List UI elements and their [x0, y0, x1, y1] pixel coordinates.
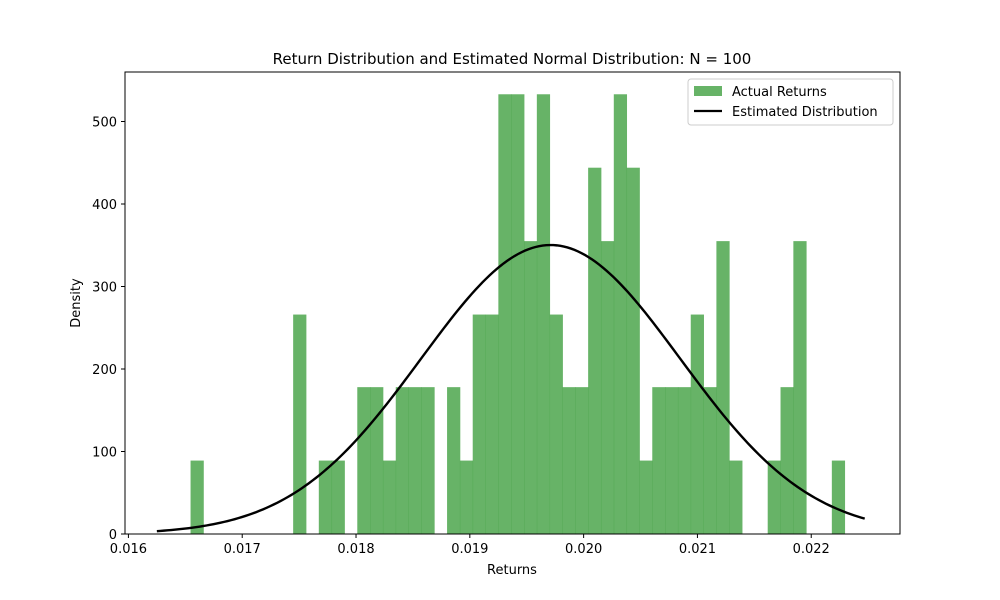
y-tick-label: 200	[92, 363, 117, 378]
histogram-bar	[780, 387, 794, 534]
chart-title: Return Distribution and Estimated Normal…	[273, 50, 752, 68]
histogram-bar	[716, 241, 730, 534]
histogram-bar	[626, 167, 640, 534]
histogram-bar	[703, 387, 717, 534]
y-axis: 0 100 200 300 400 500	[92, 116, 125, 543]
histogram-bar	[370, 387, 384, 534]
x-tick-label: 0.016	[110, 542, 147, 557]
x-tick-label: 0.018	[337, 542, 374, 557]
x-tick-label: 0.022	[793, 542, 830, 557]
histogram-bar	[690, 314, 704, 534]
histogram-bar	[293, 314, 307, 534]
y-tick-label: 500	[92, 116, 117, 131]
x-tick-label: 0.020	[565, 542, 602, 557]
y-axis-label: Density	[69, 278, 84, 328]
y-tick-label: 400	[92, 198, 117, 213]
legend-swatch-actual-returns	[694, 86, 722, 96]
legend-label-actual-returns: Actual Returns	[732, 85, 827, 100]
histogram-bar	[793, 241, 807, 534]
histogram-bar	[536, 94, 551, 535]
estimated-distribution-line	[156, 243, 866, 533]
legend-label-estimated-distribution: Estimated Distribution	[732, 105, 878, 120]
histogram-bar	[190, 460, 204, 534]
histogram-bar	[767, 460, 781, 534]
histogram-bar	[357, 387, 371, 534]
histogram-bar	[524, 241, 538, 534]
histogram-bar	[511, 94, 525, 535]
histogram-bar	[382, 460, 397, 534]
histogram-bar	[421, 387, 435, 534]
histogram-bar	[447, 387, 461, 534]
estimated-curve-layer	[156, 243, 866, 533]
histogram-bar	[575, 387, 589, 534]
y-tick-label: 0	[109, 528, 117, 543]
histogram-bar	[639, 460, 653, 534]
histogram-bar	[485, 314, 499, 534]
histogram-bar	[677, 387, 692, 534]
histogram-bar	[331, 460, 345, 534]
x-axis: 0.016 0.017 0.018 0.019 0.020 0.021 0.022	[110, 534, 830, 557]
histogram-bar	[729, 460, 743, 534]
x-axis-label: Returns	[487, 563, 537, 578]
histogram-bar	[588, 167, 602, 534]
histogram-bar	[395, 387, 409, 534]
legend: Actual Returns Estimated Distribution	[687, 78, 894, 126]
histogram-bar	[613, 94, 628, 535]
histogram-bar	[472, 314, 486, 534]
x-tick-label: 0.019	[451, 542, 488, 557]
histogram-bar	[562, 387, 576, 534]
x-tick-label: 0.017	[224, 542, 261, 557]
histogram-bar	[318, 460, 333, 534]
y-tick-label: 100	[92, 446, 117, 461]
legend-box	[687, 78, 894, 126]
histogram-bars	[190, 94, 846, 535]
plot-frame	[124, 71, 901, 535]
histogram-bar	[652, 387, 666, 534]
histogram-bar	[549, 314, 563, 534]
x-tick-label: 0.021	[679, 542, 716, 557]
histogram-bar	[600, 241, 615, 534]
histogram-bar	[665, 387, 679, 534]
y-tick-label: 300	[92, 281, 117, 296]
histogram-bar	[408, 387, 422, 534]
histogram-bar	[498, 94, 512, 535]
histogram-bar	[459, 460, 474, 534]
histogram-bar	[831, 460, 846, 534]
